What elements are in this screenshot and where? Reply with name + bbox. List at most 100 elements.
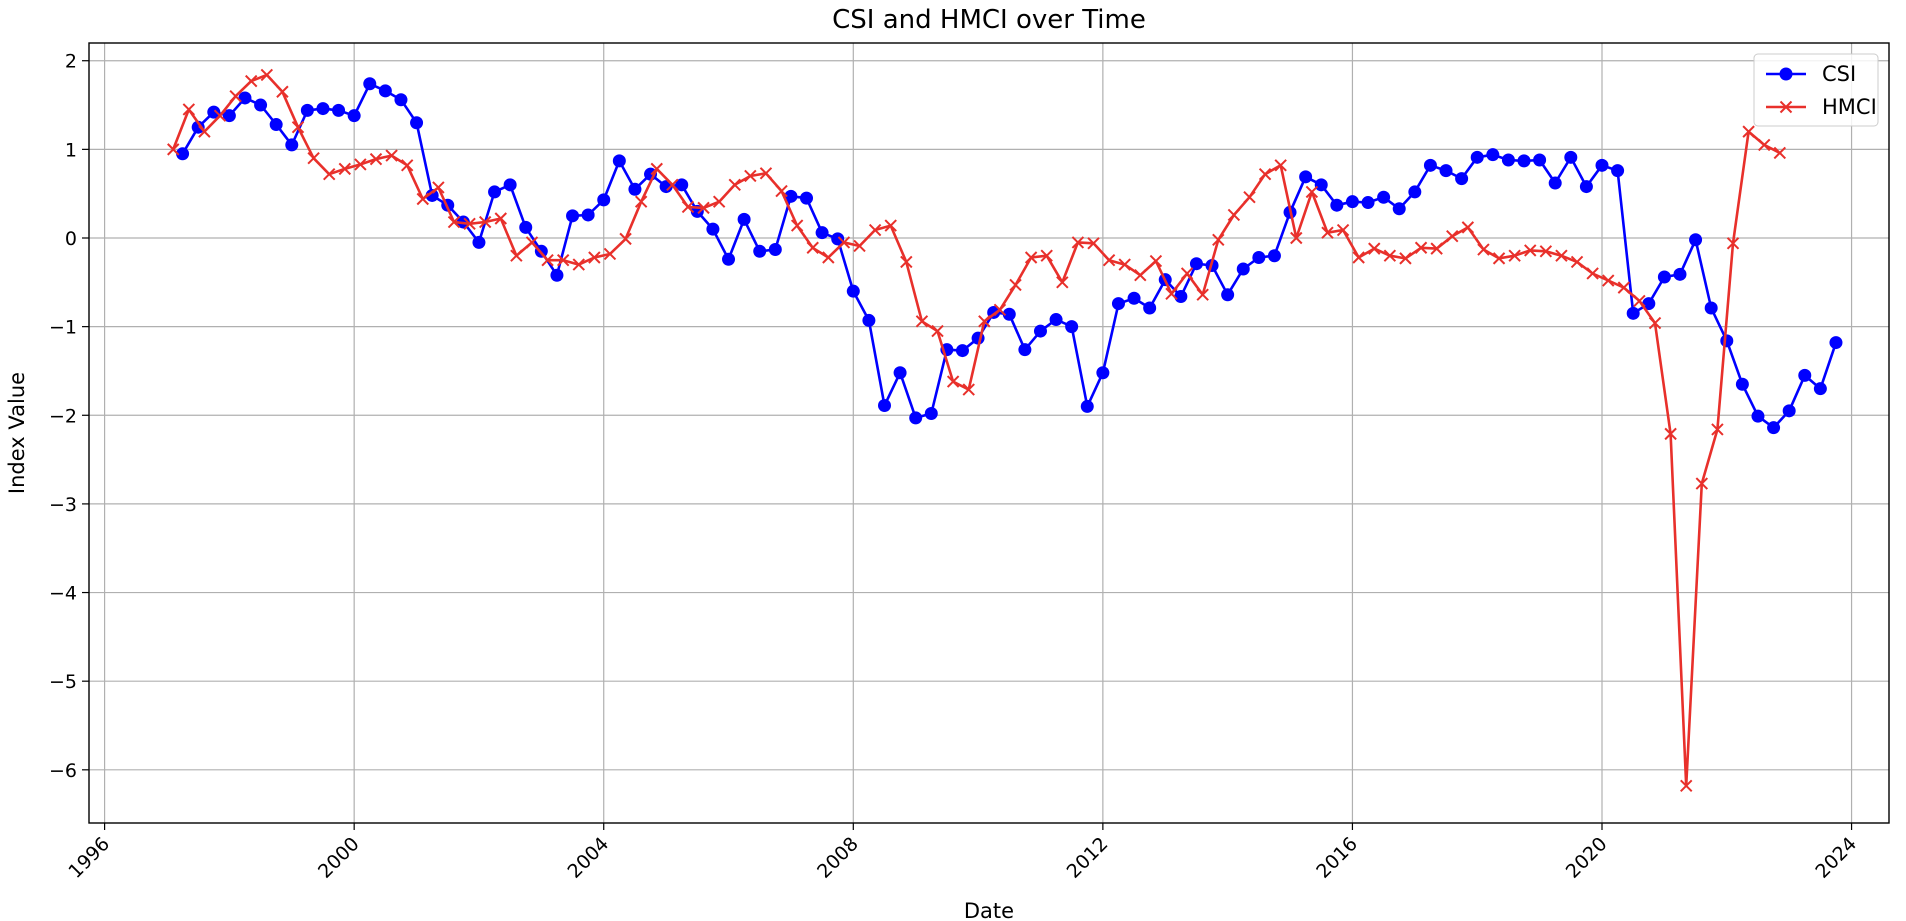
legend-items: CSI HMCI [1766,62,1877,119]
data-point-csi [1439,164,1453,178]
series-hmci [167,68,1787,792]
data-point-hmci [884,219,897,232]
data-point-hmci [1508,249,1521,262]
data-point-csi [1033,324,1047,338]
legend-marker [1779,100,1793,114]
data-point-csi [1096,366,1110,380]
data-point-csi [394,93,408,107]
data-point-csi [768,243,782,257]
data-point-hmci [900,255,913,269]
data-point-hmci [588,251,601,264]
data-point-csi [1018,343,1032,357]
data-point-hmci [603,247,617,261]
data-point-csi [254,98,268,112]
data-point-csi [1782,404,1796,418]
data-point-hmci [1196,288,1209,301]
data-point-csi [1611,164,1625,178]
data-point-hmci [323,167,336,181]
data-point-csi [628,182,642,196]
legend: CSI HMCI [1753,53,1879,127]
y-tick-label: 2 [65,51,77,73]
data-point-csi [347,109,361,123]
data-point-hmci [525,236,539,249]
data-point-csi [410,116,424,130]
data-point-csi [1813,382,1827,396]
data-point-hmci [697,201,710,215]
data-point-csi [1455,172,1469,186]
data-point-hmci [853,239,866,253]
data-point-csi [1111,297,1125,311]
data-point-csi [1377,190,1391,204]
y-axis-title: Index Value [5,372,29,494]
data-point-hmci [1102,253,1116,267]
data-point-csi [1767,421,1781,435]
data-point-csi [1252,251,1266,264]
data-point-hmci [1290,231,1303,245]
data-point-hmci [494,212,507,225]
data-point-hmci [650,162,663,176]
data-point-csi [425,188,439,202]
y-tick-label: −3 [49,494,77,516]
data-point-csi [1299,170,1313,184]
data-point-hmci [759,167,773,180]
data-point-hmci [837,236,851,249]
data-point-csi [831,232,845,246]
data-point-hmci [541,253,554,267]
legend-marker [1779,67,1793,81]
data-point-hmci [1726,237,1740,250]
data-point-csi [800,191,814,205]
data-point-csi [269,118,283,132]
data-point-hmci [1056,276,1069,289]
series-line-hmci [171,73,1781,788]
data-point-csi [1174,290,1188,303]
data-point-csi [1720,334,1734,348]
data-point-csi [581,208,595,222]
data-point-hmci [1165,287,1178,301]
y-tick-label: −5 [49,671,77,693]
data-point-hmci [1758,138,1771,152]
data-point-csi [1673,267,1687,281]
data-point-csi [1751,409,1765,423]
data-point-csi [1065,320,1079,334]
data-point-csi [722,252,736,266]
data-point-csi [1361,196,1375,210]
data-point-csi [1049,313,1063,327]
data-point-csi [363,77,377,91]
data-point-csi [784,189,798,203]
data-point-csi [488,185,502,199]
data-point-hmci [245,74,258,88]
data-point-hmci [1258,167,1272,181]
data-point-csi [285,138,299,152]
data-point-csi [1143,301,1157,315]
data-point-csi [1236,262,1250,276]
data-point-hmci [978,315,991,328]
data-point-csi [1564,150,1578,164]
data-point-hmci [556,253,570,267]
data-point-hmci [1586,267,1599,280]
chart-title: CSI and HMCI over Time [832,5,1146,35]
data-point-hmci [1680,779,1693,792]
data-point-hmci [478,215,492,229]
data-point-hmci [1383,249,1397,262]
data-point-csi [207,105,221,119]
data-point-csi [519,220,533,234]
data-point-csi [238,91,252,105]
data-point-csi [1501,153,1515,167]
data-point-hmci [1087,237,1100,250]
data-point-hmci [369,152,383,166]
y-tick-label: −2 [49,405,77,427]
data-point-csi [176,147,190,161]
data-point-csi [909,411,923,425]
data-point-csi [877,399,891,413]
data-point-csi [1392,202,1406,216]
data-point-hmci [432,181,445,194]
data-point-hmci [1602,274,1615,287]
data-point-hmci [993,303,1007,317]
data-point-csi [1189,257,1203,271]
data-point-hmci [400,159,414,172]
legend-item-csi: CSI [1766,62,1856,86]
data-point-hmci [946,375,960,388]
data-point-csi [612,154,626,168]
data-point-hmci [666,178,679,192]
data-point-hmci [728,178,741,192]
